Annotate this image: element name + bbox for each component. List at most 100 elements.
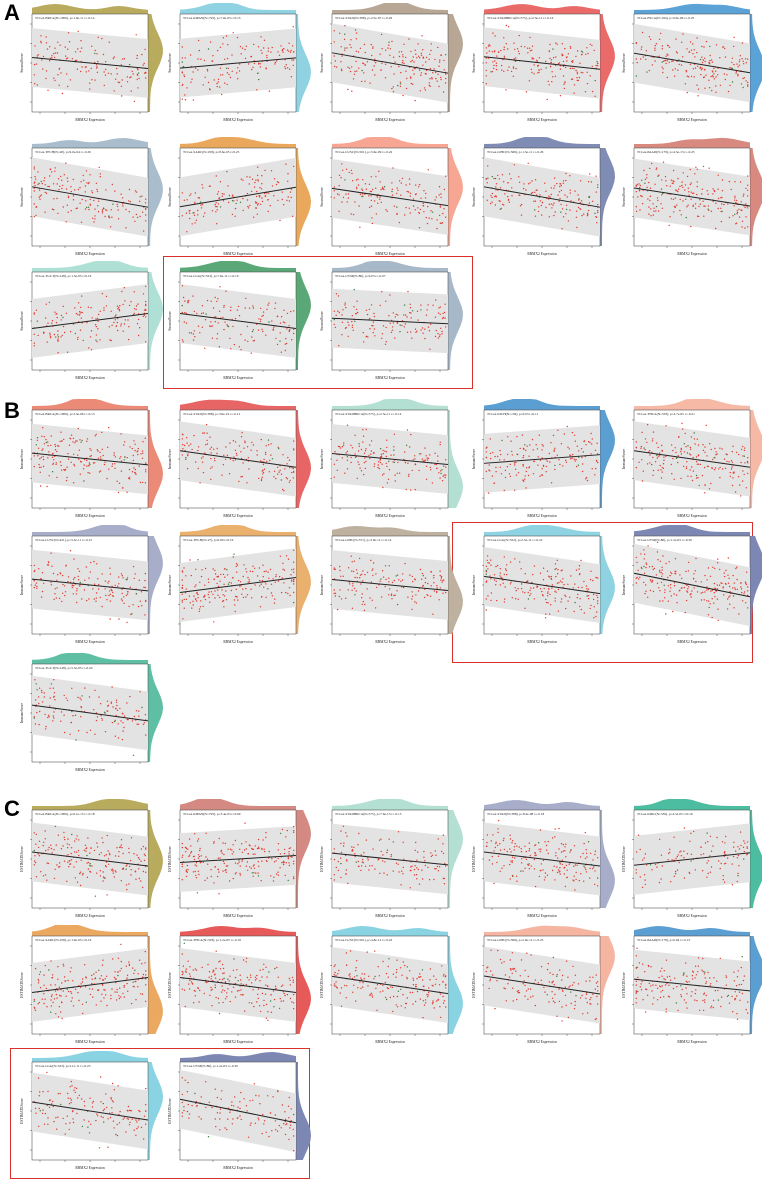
data-point (503, 601, 506, 603)
data-point (70, 434, 73, 436)
scatter-plot: TCGA-STAD(N=388), p=3.6e-16 r=-0.21 RBMX2… (162, 398, 314, 524)
data-point (379, 458, 382, 460)
y-axis-label: StromalScore (320, 311, 324, 331)
data-point (126, 864, 128, 866)
data-point (99, 703, 102, 705)
data-point (485, 75, 487, 77)
data-point (142, 870, 145, 873)
data-point (536, 194, 538, 196)
data-point (412, 205, 415, 207)
data-point (372, 46, 374, 48)
data-point (377, 202, 379, 204)
data-point (54, 167, 56, 169)
data-point (664, 589, 666, 591)
plot-title: TCGA-BRCA(N=1006), p=6.1e-15 r=-0.18 (35, 812, 95, 817)
data-point (75, 851, 78, 853)
data-point (579, 202, 582, 204)
data-point (379, 459, 381, 461)
data-point (539, 194, 541, 196)
data-point (548, 613, 551, 615)
x-axis-label: RBMX2 Expression (677, 118, 706, 122)
data-point (695, 461, 698, 463)
data-point (445, 73, 447, 75)
data-point (134, 190, 137, 192)
data-point (700, 73, 702, 76)
data-point (690, 75, 693, 78)
data-point (581, 470, 584, 473)
data-point (79, 884, 82, 887)
regression-line (179, 313, 297, 329)
data-point (437, 455, 439, 457)
data-point (699, 58, 702, 61)
data-point (402, 94, 404, 97)
data-point (657, 559, 659, 561)
data-point (288, 459, 291, 461)
data-point (248, 579, 250, 581)
data-point (96, 872, 98, 874)
data-point (745, 80, 747, 82)
data-point (493, 177, 495, 180)
data-point (279, 322, 282, 324)
data-point (517, 598, 519, 600)
data-point (362, 570, 364, 572)
data-point (336, 459, 338, 461)
data-point (60, 720, 62, 722)
data-point (37, 447, 40, 449)
data-point (518, 181, 521, 183)
data-point (287, 592, 289, 595)
data-point (387, 478, 390, 480)
data-point (397, 189, 399, 191)
data-point (138, 868, 140, 870)
right-density-curve (600, 410, 615, 508)
data-point (575, 210, 578, 212)
data-point (39, 471, 41, 473)
data-point (140, 880, 142, 882)
data-point (390, 66, 392, 68)
data-point (567, 583, 569, 585)
data-point (277, 181, 280, 184)
data-point (91, 79, 93, 81)
data-point (81, 695, 83, 697)
data-point (80, 181, 82, 183)
data-point (560, 189, 563, 192)
data-point (101, 431, 103, 434)
data-point (436, 590, 438, 593)
data-point (396, 590, 398, 592)
data-point (513, 164, 515, 166)
data-point (130, 613, 132, 616)
data-point (199, 332, 201, 334)
data-point (197, 325, 200, 327)
data-point (120, 323, 123, 325)
data-point (343, 442, 345, 444)
data-point (541, 457, 543, 459)
data-point (224, 568, 226, 570)
data-point (358, 205, 360, 207)
data-point (388, 315, 390, 317)
data-point (73, 866, 75, 868)
data-point (87, 868, 90, 870)
data-point (579, 598, 581, 600)
data-point (680, 447, 682, 450)
data-point (661, 444, 663, 447)
data-point (220, 850, 222, 853)
data-point (342, 169, 344, 171)
data-point (108, 863, 110, 865)
data-point (662, 68, 664, 70)
regression-line (331, 317, 449, 325)
data-point (672, 457, 674, 460)
data-point (434, 335, 437, 338)
data-point (642, 470, 644, 472)
data-point (380, 33, 383, 36)
data-point (361, 597, 363, 599)
data-point (38, 182, 40, 185)
data-point (274, 61, 276, 64)
data-point (567, 600, 569, 602)
data-point (121, 712, 124, 714)
data-point (691, 192, 694, 194)
regression-line (483, 454, 601, 464)
data-point (661, 575, 663, 577)
data-point (747, 184, 749, 186)
data-point (35, 843, 37, 845)
top-density-curve (332, 261, 448, 272)
data-point (510, 440, 512, 442)
